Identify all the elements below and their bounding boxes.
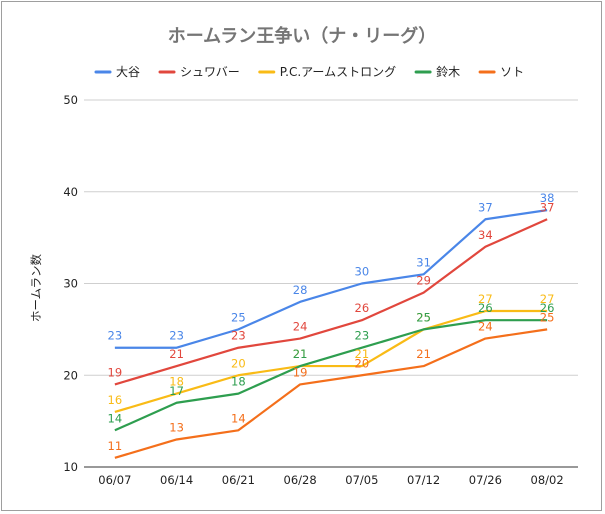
x-tick-label: 06/07 (98, 473, 131, 487)
data-label: 17 (169, 384, 184, 398)
data-label: 21 (293, 347, 308, 361)
series-line[interactable] (114, 328, 548, 459)
data-label: 20 (355, 356, 370, 370)
data-label: 26 (355, 301, 370, 315)
data-label: 11 (108, 439, 123, 453)
data-label: 37 (478, 200, 493, 214)
data-label: 14 (231, 411, 246, 425)
legend-label: ソト (500, 65, 524, 79)
data-label: 13 (169, 420, 184, 434)
data-label: 26 (540, 301, 555, 315)
x-tick-label: 06/28 (284, 473, 317, 487)
data-label: 19 (293, 365, 308, 379)
y-axis-ticks: 10 20 30 40 50 (63, 93, 78, 474)
series-line[interactable] (114, 218, 548, 386)
data-label: 21 (355, 347, 370, 361)
data-label: 19 (108, 365, 123, 379)
data-label: 24 (478, 320, 493, 334)
data-label: 27 (478, 292, 493, 306)
legend-label: 大谷 (116, 65, 140, 79)
gridlines (84, 99, 578, 468)
data-label: 23 (231, 329, 246, 343)
data-label: 20 (231, 356, 246, 370)
data-label: 29 (416, 274, 431, 288)
y-tick-label: 30 (63, 277, 78, 291)
data-label: 23 (355, 329, 370, 343)
series-line[interactable] (114, 319, 548, 432)
series-line[interactable] (114, 209, 548, 349)
data-label: 25 (416, 310, 431, 324)
data-label: 25 (416, 310, 431, 324)
x-tick-label: 07/26 (469, 473, 502, 487)
data-label: 31 (416, 255, 431, 269)
legend-item[interactable]: 鈴木 (414, 64, 460, 79)
x-tick-label: 08/02 (531, 473, 564, 487)
legend-item[interactable]: シュワバー (158, 65, 240, 79)
data-label: 16 (108, 393, 123, 407)
data-label: 25 (540, 310, 555, 324)
y-tick-label: 10 (63, 460, 78, 474)
chart-title: ホームラン王争い（ナ・リーグ） (168, 25, 437, 47)
series-lines (114, 209, 548, 459)
legend-label: シュワバー (180, 65, 240, 79)
y-tick-label: 50 (63, 93, 78, 107)
data-label: 27 (540, 292, 555, 306)
data-label: 37 (540, 200, 555, 214)
legend-label: P.C.アームストロング (280, 65, 396, 79)
data-label: 21 (169, 347, 184, 361)
data-label: 25 (231, 310, 246, 324)
data-labels: 23 23252830313738192123242629343716182021… (108, 191, 555, 453)
y-axis-label: ホームラン数 (29, 253, 43, 322)
data-label: 26 (478, 301, 493, 315)
data-label: 28 (293, 283, 308, 297)
x-tick-label: 07/05 (345, 473, 378, 487)
x-tick-label: 07/12 (407, 473, 440, 487)
data-label: 21 (416, 347, 431, 361)
legend: 大谷 シュワバー P.C.アームストロング 鈴木 ソト (94, 64, 524, 79)
y-tick-label: 40 (63, 185, 78, 199)
legend-item[interactable]: 大谷 (94, 65, 140, 79)
data-label: 23 (108, 329, 123, 343)
legend-item[interactable]: ソト (478, 65, 524, 79)
data-label: 14 (108, 411, 123, 425)
series-line[interactable] (114, 309, 548, 414)
data-label: 23 (169, 329, 184, 343)
data-label: 18 (169, 375, 184, 389)
x-axis-ticks: 06/07 06/14 06/21 06/28 07/05 07/12 07/26 08/02 (98, 473, 563, 487)
x-tick-label: 06/14 (160, 473, 193, 487)
data-label: 18 (231, 375, 246, 389)
legend-label: 鈴木 (436, 64, 460, 79)
data-label: 24 (293, 320, 308, 334)
y-tick-label: 20 (63, 368, 78, 382)
legend-item[interactable]: P.C.アームストロング (258, 65, 396, 79)
data-label: 34 (478, 228, 493, 242)
data-label: 30 (355, 265, 370, 279)
data-label: 21 (293, 347, 308, 361)
x-tick-label: 06/21 (222, 473, 255, 487)
data-label: 38 (540, 191, 555, 205)
